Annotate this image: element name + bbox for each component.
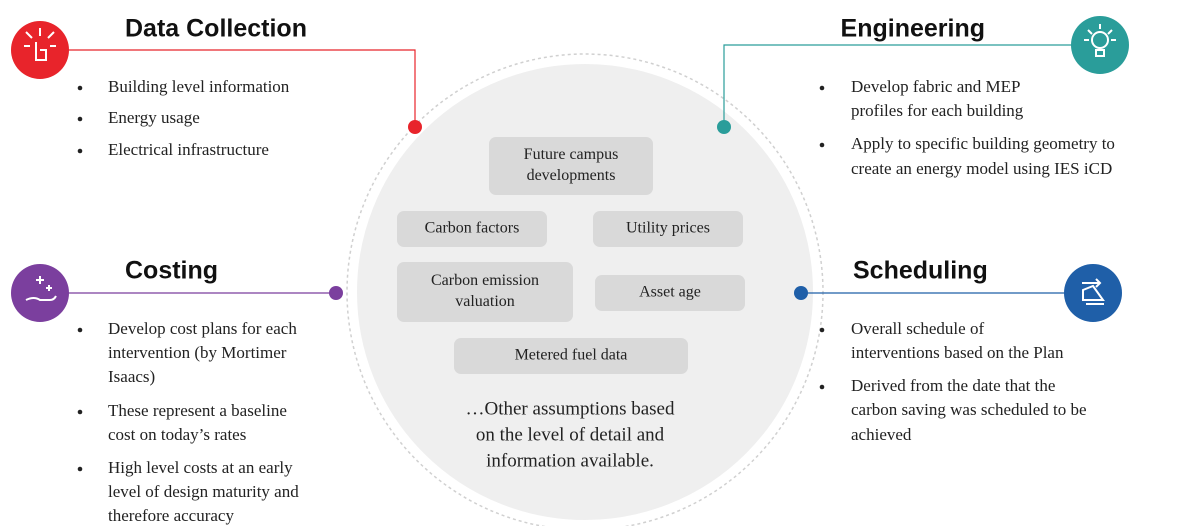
note: on the level of detail and <box>476 424 665 445</box>
center-circle <box>353 60 817 524</box>
note: information available. <box>486 450 654 471</box>
outer-ring <box>346 53 824 526</box>
factor-box <box>593 211 743 247</box>
bullet <box>77 466 83 472</box>
bullet-text: Derived from the date that the <box>851 376 1055 395</box>
bullet-text: interventions based on the Plan <box>851 343 1064 362</box>
bullet <box>819 327 825 333</box>
dot <box>408 120 422 134</box>
factor-box <box>595 275 745 311</box>
factor-box <box>454 338 688 374</box>
dot <box>717 120 731 134</box>
factor-label: developments <box>527 167 616 184</box>
bullet <box>77 409 83 415</box>
section-title: Data Collection <box>125 15 307 43</box>
bullet-text: therefore accuracy <box>108 506 234 525</box>
icon <box>1064 264 1122 322</box>
bullet <box>819 384 825 390</box>
section-title: Engineering <box>841 15 985 43</box>
icon <box>11 21 69 79</box>
bullet-text: Develop cost plans for each <box>108 319 297 338</box>
bullet <box>77 148 83 154</box>
connector <box>68 49 416 127</box>
section-title: Costing <box>125 257 218 285</box>
bullet-text: Develop fabric and MEP <box>851 77 1020 96</box>
factor-label: Future campus <box>524 146 619 163</box>
bullet-text: carbon saving was scheduled to be <box>851 400 1087 419</box>
bullet-text: intervention (by Mortimer <box>108 343 287 362</box>
bullet-text: achieved <box>851 425 912 444</box>
bullet-text: Isaacs) <box>108 367 155 386</box>
bullet-text: Electrical infrastructure <box>108 140 269 159</box>
factor-box <box>489 137 653 195</box>
bullet-text: Overall schedule of <box>851 319 984 338</box>
bullet <box>77 85 83 91</box>
bullet-text: Energy usage <box>108 108 200 127</box>
factor-label: valuation <box>455 293 515 310</box>
bullet <box>819 85 825 91</box>
note: …Other assumptions based <box>466 398 675 419</box>
bullet-text: level of design maturity and <box>108 482 299 501</box>
bullet-text: High level costs at an early <box>108 458 293 477</box>
bullet-text: profiles for each building <box>851 101 1024 120</box>
icon <box>11 264 69 322</box>
bullet <box>77 327 83 333</box>
factor-box <box>397 211 547 247</box>
factor-label: Carbon emission <box>431 272 539 289</box>
factor-label: Metered fuel data <box>515 347 628 364</box>
icon <box>1071 16 1129 74</box>
factor-label: Carbon factors <box>425 220 520 237</box>
connector <box>723 44 1072 127</box>
section-title: Scheduling <box>853 257 988 285</box>
dot <box>794 286 808 300</box>
bullet-text: These represent a baseline <box>108 401 287 420</box>
factor-label: Utility prices <box>626 220 710 237</box>
factor-box <box>397 262 573 322</box>
factor-label: Asset age <box>639 284 701 301</box>
bullet-text: Apply to specific building geometry to <box>851 134 1115 153</box>
bullet <box>77 116 83 122</box>
bullet-text: cost on today’s rates <box>108 425 246 444</box>
dot <box>329 286 343 300</box>
bullet <box>819 142 825 148</box>
bullet-text: create an energy model using IES iCD <box>851 159 1112 178</box>
bullet-text: Building level information <box>108 77 290 96</box>
